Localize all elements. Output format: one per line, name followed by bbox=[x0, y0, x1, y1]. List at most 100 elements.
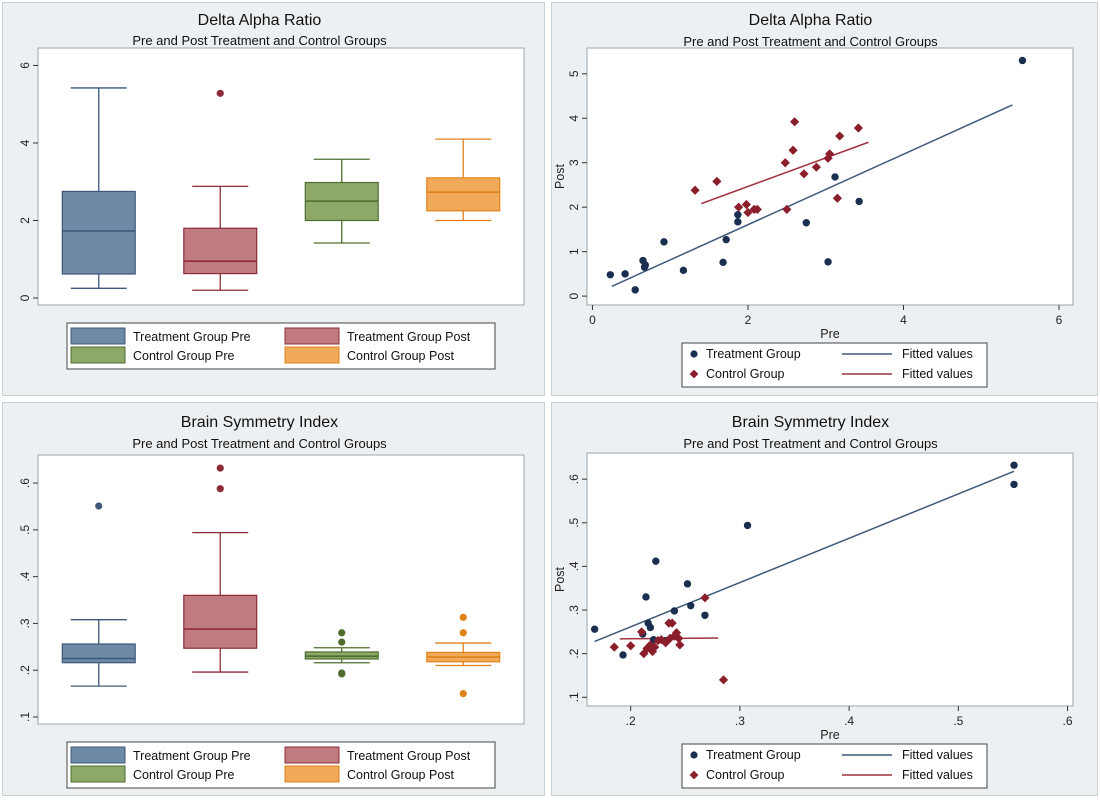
treatment-point bbox=[802, 219, 810, 227]
legend-box bbox=[66, 322, 496, 370]
fit-line-treatment bbox=[594, 470, 1015, 643]
y-tick-label: 2 bbox=[18, 217, 32, 224]
box-outlier bbox=[338, 629, 346, 637]
y-tick-label: 3 bbox=[567, 159, 581, 166]
legend-label: Fitted values bbox=[902, 347, 973, 361]
treatment-point bbox=[743, 521, 752, 530]
y-tick-label: .1 bbox=[18, 712, 32, 722]
y-tick-label: 5 bbox=[567, 70, 581, 77]
y-tick-label: .2 bbox=[18, 665, 32, 675]
control-point bbox=[835, 131, 845, 141]
box-outlier bbox=[216, 89, 224, 97]
treatment-point bbox=[679, 266, 688, 275]
legend-label: Control Group Pre bbox=[133, 768, 234, 782]
box-iqr bbox=[61, 190, 136, 275]
legend-swatch bbox=[284, 765, 340, 783]
legend-control-marker bbox=[689, 770, 699, 780]
chart-title: Brain Symmetry Index bbox=[181, 414, 338, 431]
x-tick-label: 6 bbox=[1056, 313, 1063, 327]
plot-area bbox=[586, 47, 1074, 306]
treatment-point bbox=[652, 557, 660, 565]
box-outlier bbox=[95, 502, 103, 510]
legend-swatch bbox=[70, 765, 126, 783]
delta-alpha-scatter-panel: Delta Alpha Ratio Pre and Post Treatment … bbox=[551, 2, 1098, 396]
control-point bbox=[700, 593, 710, 603]
x-tick-label: .2 bbox=[626, 714, 636, 728]
legend-swatch bbox=[284, 346, 340, 364]
chart-subtitle: Pre and Post Treatment and Control Group… bbox=[132, 33, 387, 48]
legend-swatch bbox=[284, 327, 340, 345]
y-tick-label: .1 bbox=[567, 692, 581, 702]
control-point bbox=[645, 640, 655, 650]
y-tick-label: .6 bbox=[18, 478, 32, 488]
y-tick-label: .2 bbox=[567, 648, 581, 658]
delta-alpha-boxplot-panel: Delta Alpha Ratio Pre and Post Treatment … bbox=[2, 2, 545, 396]
y-tick-label: 0 bbox=[567, 292, 581, 299]
y-tick-label: 0 bbox=[18, 294, 32, 301]
y-tick-label: 1 bbox=[567, 248, 581, 255]
bsi-scatter-panel: Brain Symmetry Index Pre and Post Treatme… bbox=[551, 402, 1098, 796]
delta-alpha-boxplot: Delta Alpha Ratio Pre and Post Treatment … bbox=[18, 12, 525, 370]
y-tick-label: .5 bbox=[567, 517, 581, 527]
legend-swatch bbox=[70, 327, 126, 345]
box-outlier bbox=[459, 689, 467, 698]
treatment-point bbox=[687, 601, 695, 610]
treatment-point bbox=[734, 218, 742, 226]
control-point bbox=[811, 162, 821, 172]
box-iqr bbox=[183, 594, 258, 649]
x-axis-label: Pre bbox=[820, 327, 840, 341]
legend-label: Treatment Group Post bbox=[347, 330, 471, 344]
legend-label: Fitted values bbox=[902, 768, 973, 782]
box-iqr bbox=[61, 643, 136, 664]
control-point bbox=[674, 633, 684, 643]
plot-area bbox=[37, 454, 525, 725]
y-tick-label: 6 bbox=[18, 62, 32, 69]
treatment-point bbox=[606, 271, 615, 279]
legend-label: Control Group Pre bbox=[133, 349, 234, 363]
legend-label: Control Group Post bbox=[347, 349, 455, 363]
y-axis-label: Post bbox=[553, 163, 567, 189]
chart-title: Delta Alpha Ratio bbox=[198, 12, 322, 29]
treatment-point bbox=[824, 258, 832, 266]
legend-treatment-marker bbox=[690, 751, 698, 759]
legend-label: Treatment Group Post bbox=[347, 749, 471, 763]
legend-box bbox=[66, 741, 496, 789]
treatment-point bbox=[719, 258, 727, 267]
control-point bbox=[853, 123, 863, 133]
control-point bbox=[712, 176, 722, 186]
control-point bbox=[832, 193, 842, 203]
legend-label: Control Group bbox=[706, 768, 785, 782]
treatment-point bbox=[670, 607, 679, 615]
treatment-point bbox=[734, 211, 742, 219]
x-tick-label: .6 bbox=[1063, 714, 1073, 728]
y-tick-label: .3 bbox=[18, 618, 32, 628]
chart-subtitle: Pre and Post Treatment and Control Group… bbox=[683, 34, 938, 49]
y-tick-label: 2 bbox=[567, 204, 581, 211]
box-iqr bbox=[426, 177, 501, 212]
chart-subtitle: Pre and Post Treatment and Control Group… bbox=[683, 436, 938, 451]
control-point bbox=[790, 117, 800, 127]
legend-control-marker bbox=[689, 369, 699, 379]
treatment-point bbox=[831, 173, 839, 181]
y-tick-label: .4 bbox=[18, 571, 32, 581]
x-axis-label: Pre bbox=[820, 728, 840, 742]
x-tick-label: 2 bbox=[745, 313, 752, 327]
treatment-point bbox=[1010, 461, 1018, 469]
box-outlier bbox=[216, 464, 224, 472]
legend-label: Fitted values bbox=[902, 748, 973, 762]
bsi-scatter: Brain Symmetry Index Pre and Post Treatme… bbox=[553, 414, 1074, 789]
treatment-point bbox=[683, 580, 692, 588]
y-tick-label: .4 bbox=[567, 561, 581, 571]
legend-box bbox=[681, 743, 988, 789]
x-tick-label: 0 bbox=[589, 313, 596, 327]
fit-line-treatment bbox=[611, 104, 1013, 288]
treatment-point bbox=[621, 270, 629, 278]
box-iqr bbox=[183, 227, 258, 275]
delta-alpha-scatter: Delta Alpha Ratio Pre and Post Treatment … bbox=[553, 12, 1074, 388]
plot-area bbox=[586, 452, 1074, 707]
legend-label: Treatment Group Pre bbox=[133, 330, 251, 344]
y-tick-label: .6 bbox=[567, 474, 581, 484]
legend-label: Treatment Group bbox=[706, 347, 801, 361]
box-outlier bbox=[338, 669, 346, 677]
control-point bbox=[718, 675, 729, 685]
